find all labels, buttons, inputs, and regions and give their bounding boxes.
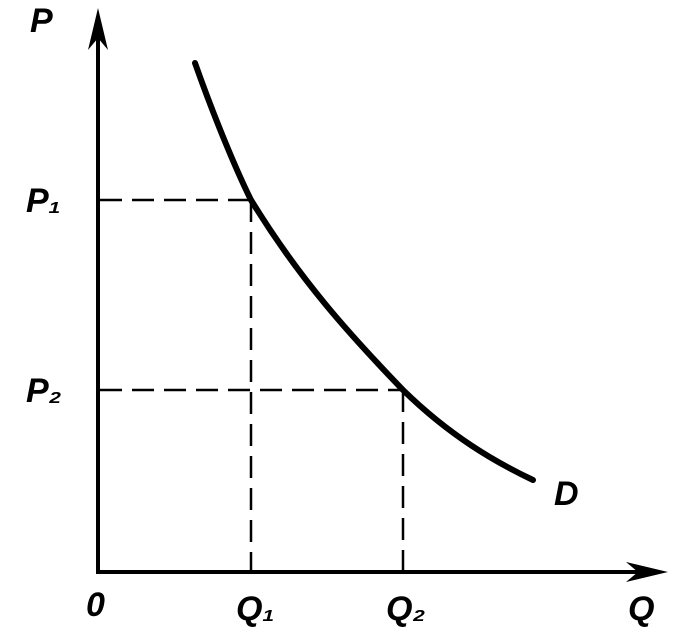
quantity-label: Q₂ (386, 590, 425, 628)
demand-curve (192, 60, 536, 483)
y-axis-arrow (88, 8, 108, 50)
x-axis-arrow (626, 562, 668, 582)
origin-label: 0 (86, 586, 105, 624)
price-label: P₂ (26, 372, 62, 410)
price-label: P₁ (26, 182, 61, 220)
quantity-label: Q₁ (236, 590, 274, 628)
x-axis-label: Q (628, 590, 654, 628)
curve-label: D (554, 475, 579, 513)
y-axis-label: P (30, 2, 53, 40)
